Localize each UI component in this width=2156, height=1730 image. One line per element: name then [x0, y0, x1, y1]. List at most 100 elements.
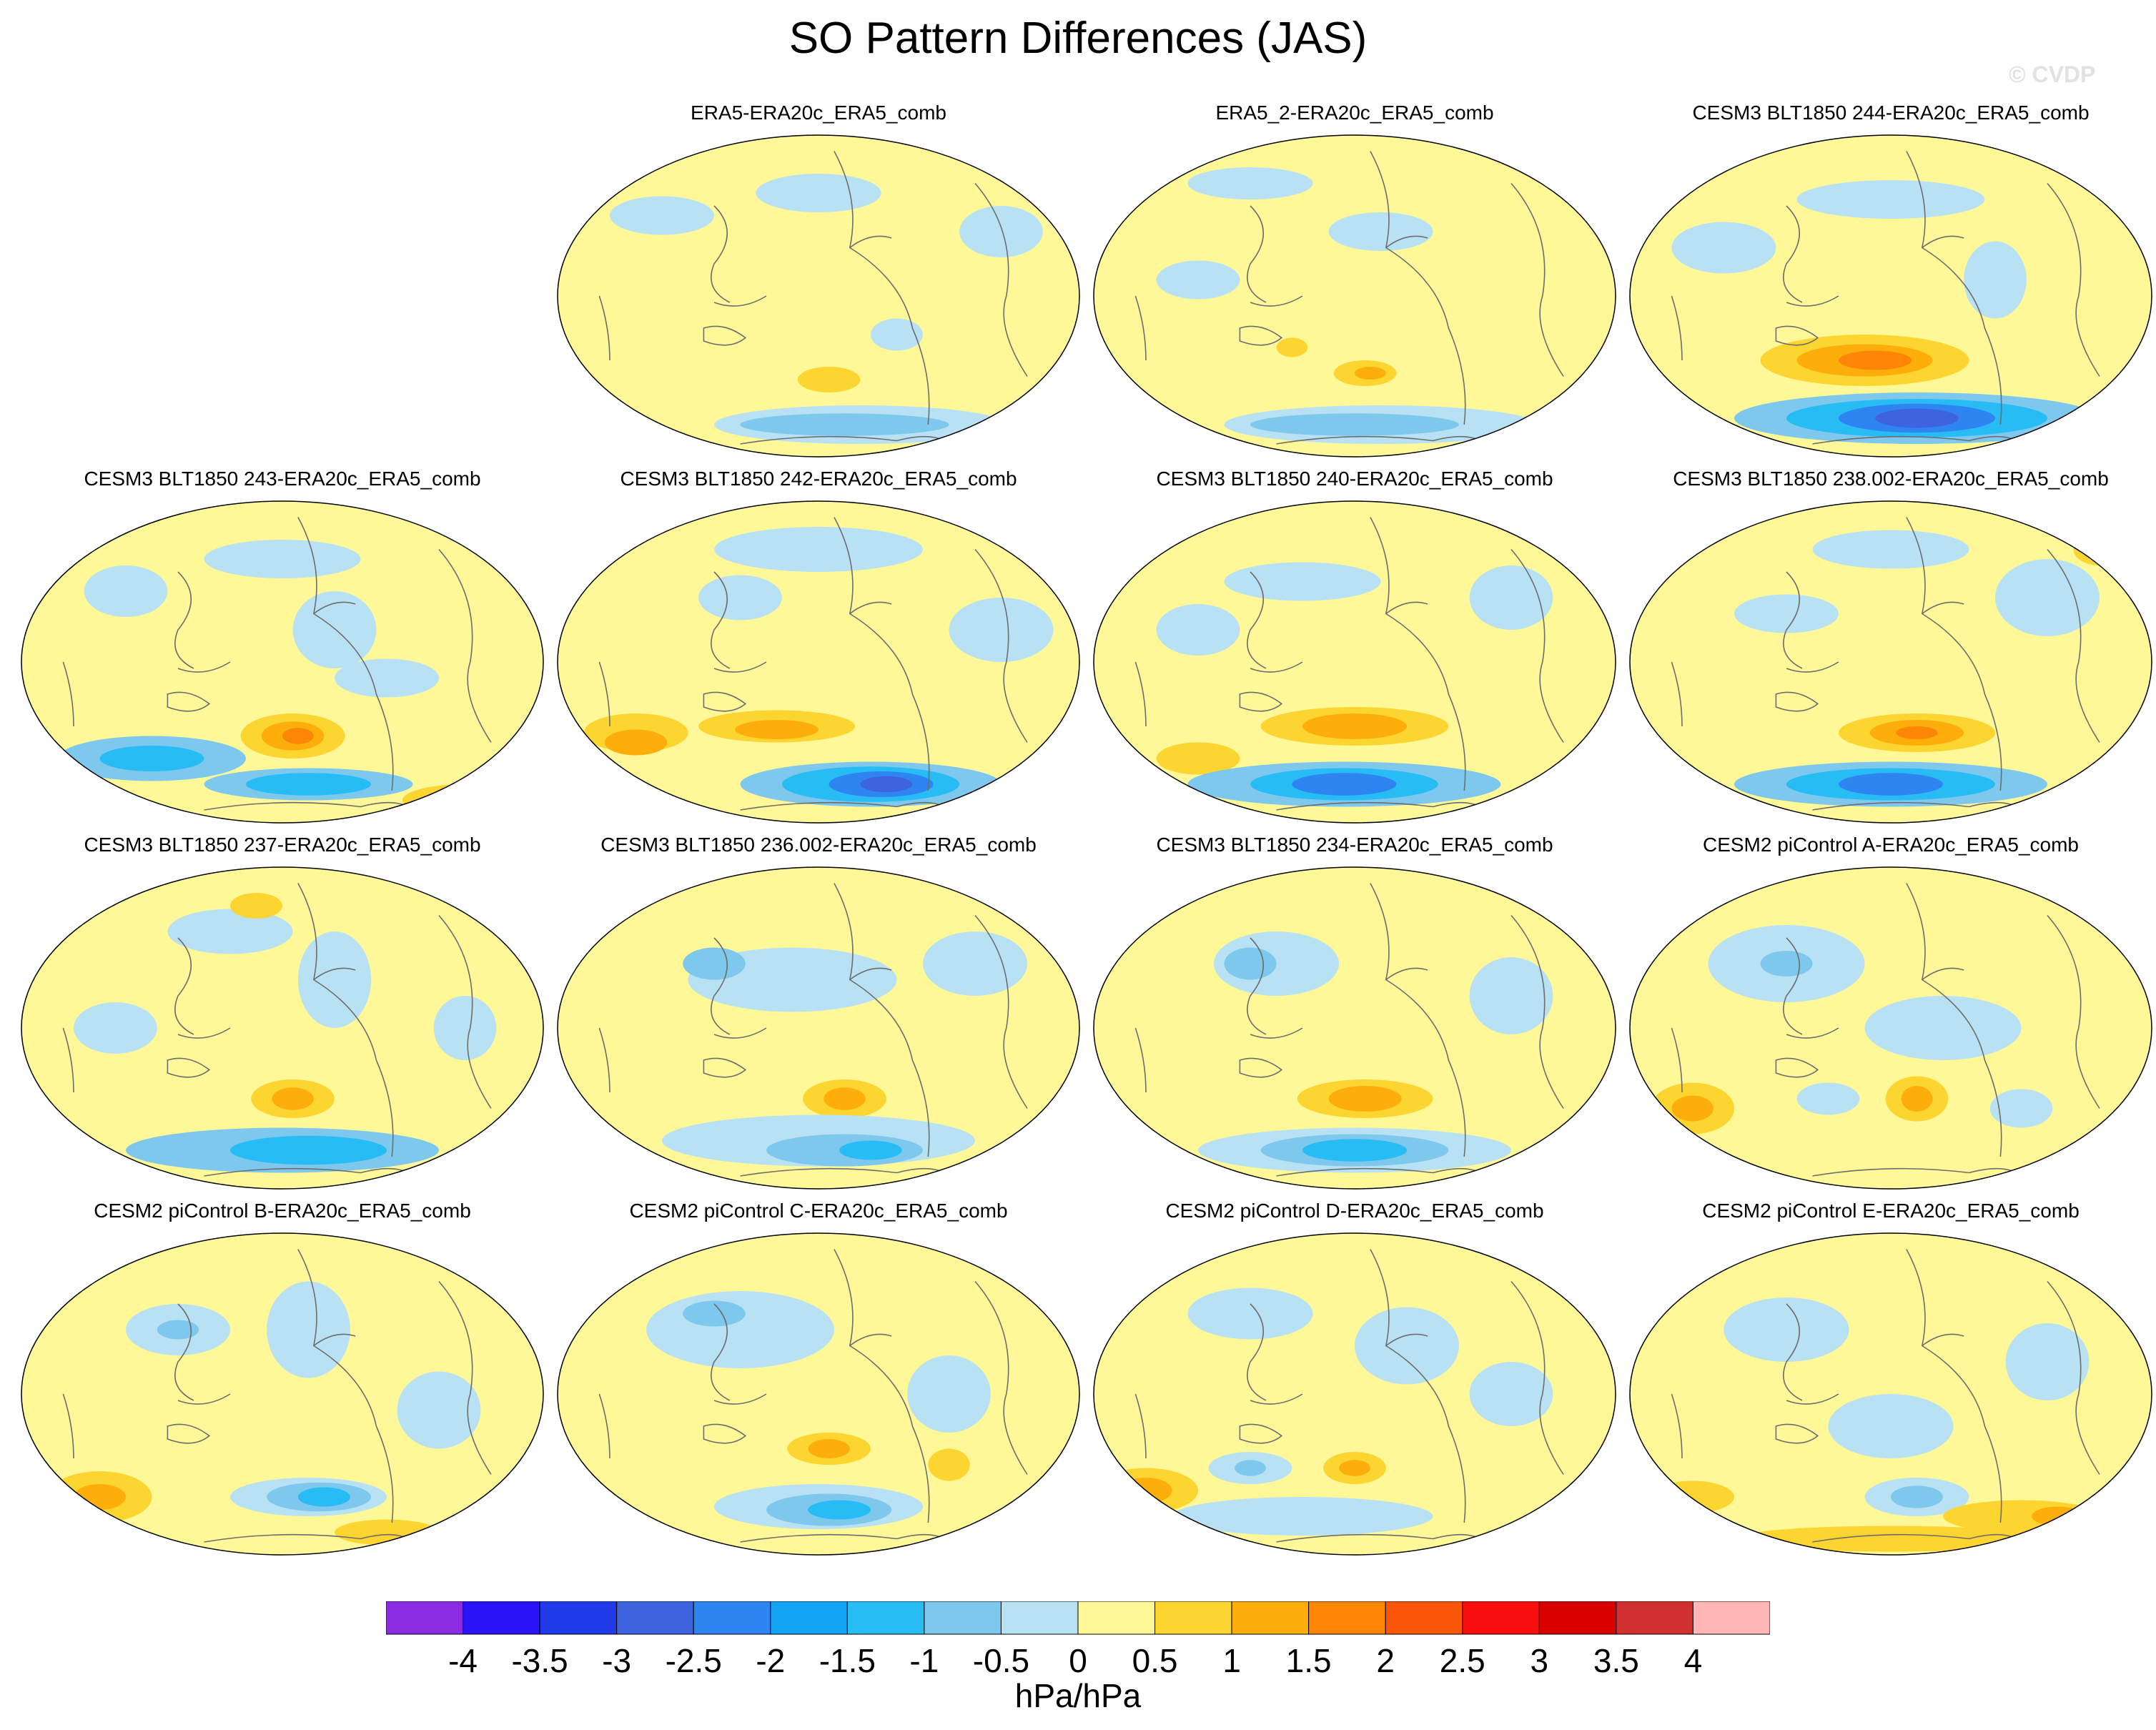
- robinson-map: [1093, 500, 1616, 824]
- coastline: [1370, 151, 1466, 425]
- anomaly-contour: [1651, 1481, 1734, 1513]
- anomaly-contour: [1292, 773, 1397, 796]
- anomaly-contour: [756, 174, 881, 212]
- anomaly-contour: [1187, 1287, 1313, 1340]
- anomaly-contour: [84, 565, 168, 617]
- map-outline: [557, 500, 1080, 824]
- coastline: [167, 691, 211, 712]
- anomaly-contour: [824, 1087, 866, 1110]
- anomaly-contour: [808, 1500, 871, 1520]
- anomaly-contour: [714, 527, 923, 572]
- anomaly-contour: [1671, 1095, 1714, 1122]
- coastline: [1370, 883, 1466, 1157]
- colorbar-swatch: [846, 1601, 925, 1635]
- coastline: [1250, 1027, 1303, 1039]
- colorbar-tick-label: -1: [909, 1642, 939, 1679]
- coastline: [1922, 1333, 1964, 1347]
- panel-title: ERA5_2-ERA20c_ERA5_comb: [1215, 102, 1494, 124]
- anomaly-contour: [959, 206, 1043, 257]
- colorbar-tick-label: -1.5: [819, 1642, 876, 1679]
- anomaly-contour: [230, 893, 282, 919]
- coastline: [1247, 571, 1267, 669]
- coastline: [1385, 601, 1428, 615]
- coastline: [297, 883, 394, 1157]
- colorbar-swatch: [1154, 1601, 1232, 1635]
- coastline: [177, 1027, 231, 1039]
- coastline: [174, 1303, 194, 1401]
- panel-title: CESM3 BLT1850 240-ERA20c_ERA5_comb: [1156, 468, 1553, 490]
- coastline: [1783, 1303, 1803, 1401]
- coastline: [974, 1280, 1028, 1475]
- colorbar-tick-label: -0.5: [972, 1642, 1030, 1679]
- coastline: [703, 691, 747, 712]
- robinson-map: [557, 134, 1080, 458]
- colorbar-swatch: [924, 1601, 1002, 1635]
- coastline: [1134, 295, 1147, 361]
- coastline: [1510, 1280, 1564, 1475]
- coastline: [1276, 801, 1486, 811]
- coastline: [1250, 295, 1303, 307]
- colorbar-tick-label: 2.5: [1439, 1642, 1485, 1679]
- coastline: [711, 571, 731, 669]
- colorbar-swatch: [386, 1601, 464, 1635]
- coastline: [1134, 661, 1147, 727]
- coastline: [1783, 571, 1803, 669]
- map-outline: [1629, 500, 2152, 824]
- coastline: [1922, 967, 1964, 981]
- coastline: [1247, 937, 1267, 1035]
- coastline: [174, 937, 194, 1035]
- coastline: [1370, 517, 1466, 791]
- colorbar-swatch: [539, 1601, 618, 1635]
- coastline: [177, 1393, 231, 1405]
- anomaly-contour: [1964, 241, 2027, 319]
- anomaly-contour: [1172, 1497, 1433, 1536]
- coastline: [1786, 1393, 1839, 1405]
- anomaly-contour: [860, 776, 913, 793]
- coastline: [1134, 1027, 1147, 1093]
- panel-title: CESM2 piControl B-ERA20c_ERA5_comb: [94, 1200, 471, 1222]
- anomaly-contour: [1187, 167, 1313, 199]
- coastline: [1510, 914, 1564, 1109]
- anomaly-contour: [1469, 565, 1553, 630]
- anomaly-contour: [1328, 1086, 1402, 1112]
- colorbar: [386, 1601, 1770, 1635]
- robinson-map: [1629, 1232, 2152, 1556]
- panel-title: CESM3 BLT1850 243-ERA20c_ERA5_comb: [84, 468, 481, 490]
- anomaly-contour: [1864, 996, 2022, 1060]
- coastline: [713, 295, 767, 307]
- colorbar-swatch: [1077, 1601, 1156, 1635]
- coastline: [974, 182, 1028, 377]
- colorbar-swatch: [1385, 1601, 1463, 1635]
- anomaly-contour: [839, 1140, 902, 1160]
- coastline: [1671, 661, 1683, 727]
- coastline: [849, 601, 892, 615]
- coastline: [1906, 517, 2002, 791]
- coastline: [740, 1167, 950, 1177]
- anomaly-contour: [735, 720, 819, 739]
- anomaly-contour: [1734, 1526, 2047, 1552]
- coastline: [1385, 967, 1428, 981]
- coastline: [1247, 1303, 1267, 1401]
- coastline: [62, 1027, 74, 1093]
- anomaly-contour: [402, 784, 528, 816]
- anomaly-contour: [2032, 1506, 2085, 1526]
- coastline: [1276, 1167, 1486, 1177]
- coastline: [204, 801, 414, 811]
- anomaly-contour: [1302, 1139, 1407, 1162]
- anomaly-contour: [1796, 180, 1985, 219]
- coastline: [974, 914, 1028, 1109]
- anomaly-contour: [1276, 337, 1308, 357]
- anomaly-contour: [1995, 559, 2100, 636]
- colorbar-tick-label: 3: [1530, 1642, 1549, 1679]
- anomaly-contour: [797, 367, 861, 392]
- anomaly-contour: [1839, 350, 1912, 370]
- anomaly-contour: [297, 931, 372, 1028]
- coastline: [740, 435, 950, 445]
- colorbar-swatch: [1000, 1601, 1079, 1635]
- anomaly-contour: [245, 773, 372, 796]
- coastline: [1370, 1249, 1466, 1523]
- colorbar-tick-label: -4: [448, 1642, 478, 1679]
- coastline: [1786, 1027, 1839, 1039]
- coastline: [1906, 151, 2002, 425]
- colorbar-swatch: [1616, 1601, 1693, 1635]
